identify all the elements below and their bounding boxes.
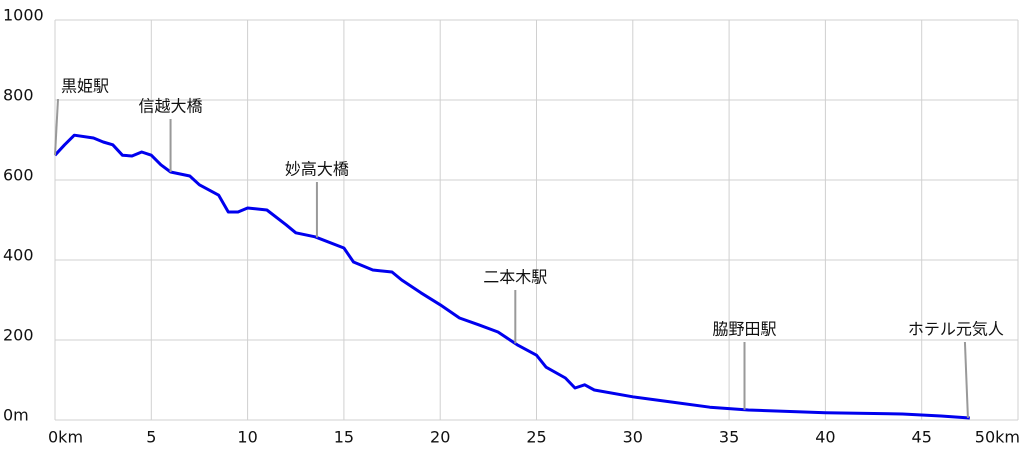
elevation-line [53, 133, 970, 420]
annotation-label: 信越大橋 [139, 97, 203, 116]
annotation-label: ホテル元気人 [908, 320, 1004, 339]
annotation-label: 脇野田駅 [713, 320, 777, 339]
annotation-label: 黒姫駅 [61, 77, 109, 96]
y-tick-label: 200 [3, 326, 34, 345]
x-tick-label: 5 [146, 428, 156, 447]
x-tick-label: 35 [719, 428, 739, 447]
leader-line [963, 341, 969, 418]
x-tick-label: 30 [623, 428, 643, 447]
y-tick-label: 800 [3, 86, 34, 105]
leader-line [54, 98, 59, 156]
y-tick-label: 400 [3, 246, 34, 265]
x-tick-label: 25 [526, 428, 546, 447]
x-tick-label: 50km [975, 428, 1020, 447]
y-tick-label: 600 [3, 166, 34, 185]
x-tick-label: 45 [912, 428, 932, 447]
x-tick-label: 40 [815, 428, 835, 447]
x-tick-label: 10 [237, 428, 257, 447]
y-tick-label: 1000 [3, 6, 44, 25]
x-tick-label: 0km [48, 428, 83, 447]
x-tick-label: 15 [334, 428, 354, 447]
annotation-label: 妙高大橋 [285, 160, 349, 179]
annotation-label: 二本木駅 [483, 268, 547, 287]
x-tick-label: 20 [430, 428, 450, 447]
y-tick-label: 0m [3, 406, 29, 425]
